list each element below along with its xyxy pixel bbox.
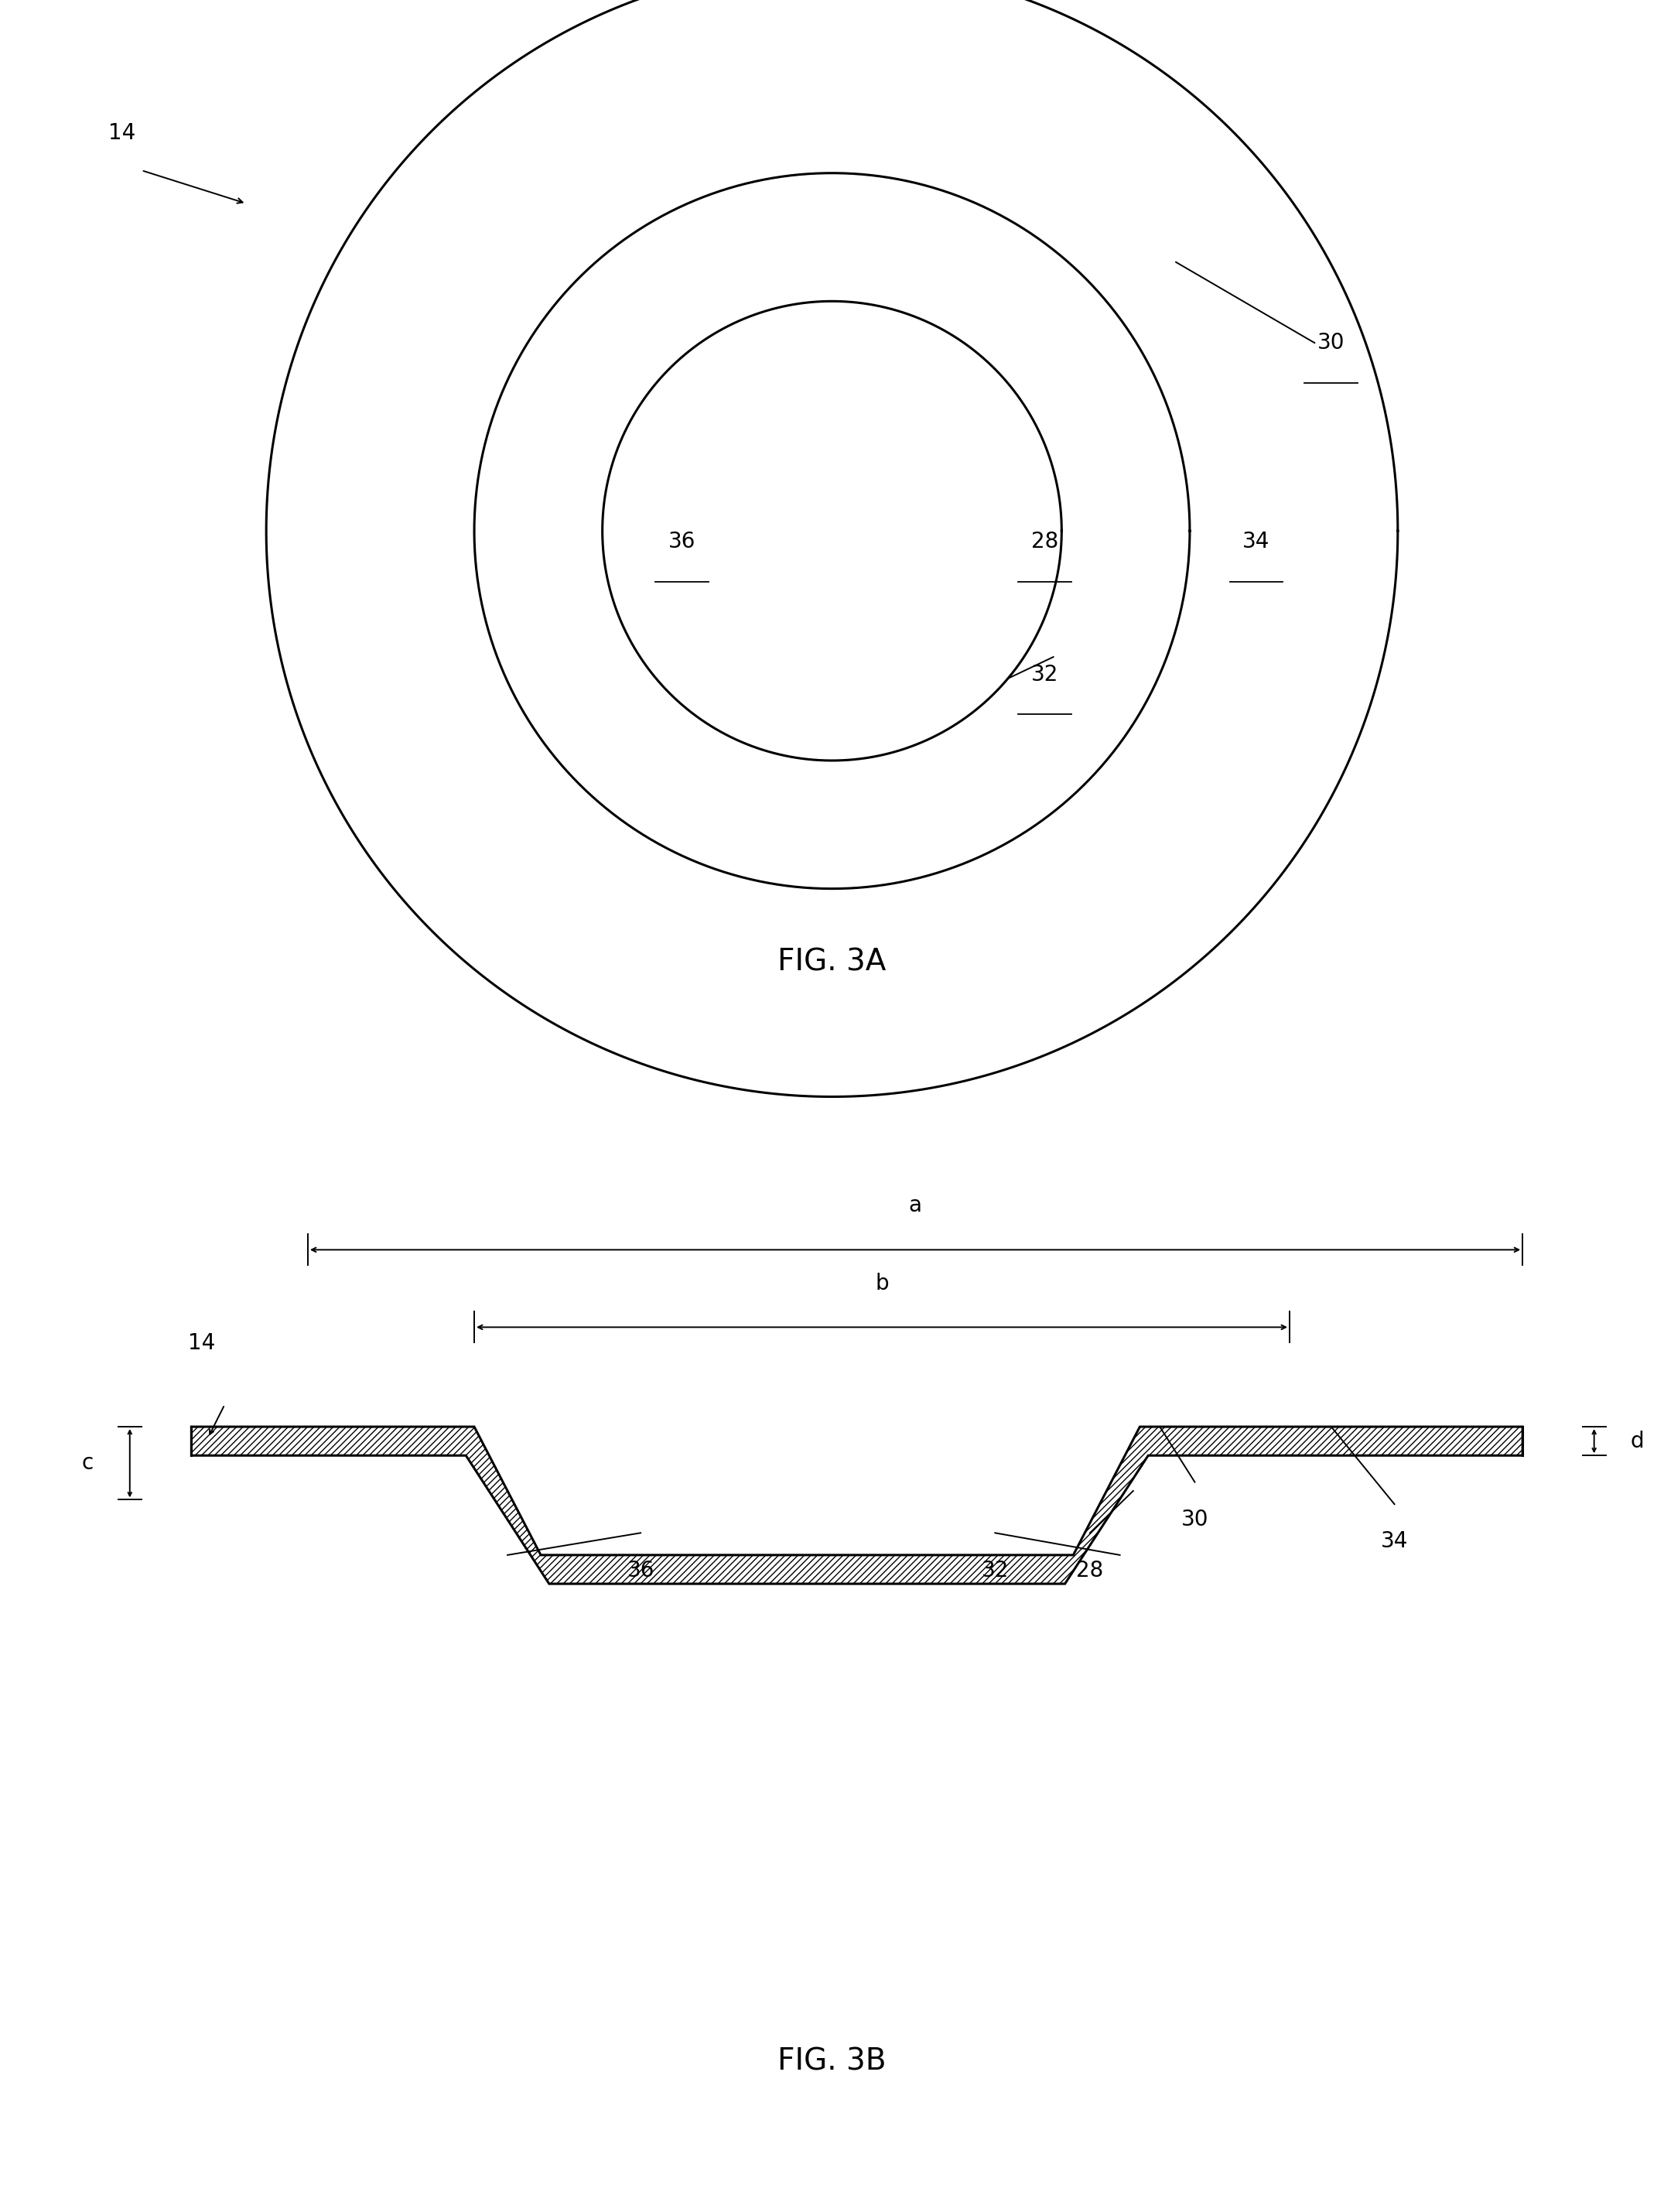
Text: 34: 34: [1243, 531, 1270, 553]
Text: b: b: [875, 1272, 889, 1294]
Text: FIG. 3B: FIG. 3B: [777, 2046, 887, 2077]
Text: 14: 14: [188, 1332, 215, 1354]
Text: 28: 28: [1077, 1559, 1103, 1582]
Text: 30: 30: [1181, 1509, 1208, 1531]
Polygon shape: [191, 1427, 1523, 1584]
Text: 30: 30: [1318, 332, 1345, 354]
Text: 14: 14: [108, 122, 135, 144]
Text: 28: 28: [1032, 531, 1058, 553]
Text: 32: 32: [1032, 664, 1058, 686]
Text: FIG. 3A: FIG. 3A: [777, 947, 887, 978]
Text: 36: 36: [669, 531, 696, 553]
Text: 32: 32: [982, 1559, 1008, 1582]
Text: a: a: [909, 1194, 922, 1217]
Text: 36: 36: [627, 1559, 654, 1582]
Text: 34: 34: [1381, 1531, 1408, 1553]
Text: d: d: [1631, 1431, 1644, 1451]
Text: c: c: [82, 1453, 93, 1473]
